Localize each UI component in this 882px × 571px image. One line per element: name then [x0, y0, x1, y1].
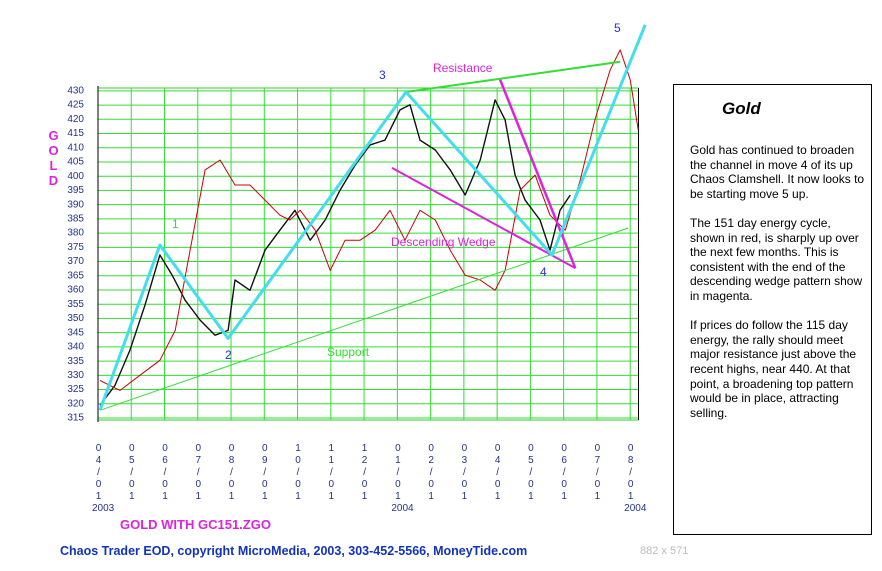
y-tick-label: 330 — [67, 370, 84, 381]
x-tick-label: 01/01 — [392, 443, 404, 503]
y-tick-label: 315 — [67, 413, 84, 424]
panel-title: Gold — [722, 99, 761, 118]
pattern-label: Resistance — [433, 61, 493, 75]
series-line — [498, 79, 577, 269]
series-line — [99, 227, 629, 411]
x-tick-label: 03/01 — [458, 443, 470, 503]
panel-text: Gold has continued to broaden the channe… — [690, 143, 865, 435]
y-tick-label: 350 — [67, 313, 84, 324]
x-tick-label: 06/01 — [558, 443, 570, 503]
y-tick-label: 355 — [67, 299, 84, 310]
footer-credit: Chaos Trader EOD, copyright MicroMedia, … — [60, 544, 528, 558]
x-tick-label: 02/01 — [425, 443, 437, 503]
paragraph: Gold has continued to broaden the channe… — [690, 143, 865, 201]
wave-label: 1 — [172, 217, 179, 231]
wave-label: 3 — [379, 68, 386, 82]
x-tick-label: 11/01 — [325, 443, 337, 503]
year-label: 2004 — [391, 503, 414, 514]
y-tick-label: 335 — [67, 356, 84, 367]
x-tick-label: 05/01 — [126, 443, 138, 503]
paragraph: If prices do follow the 115 day energy, … — [690, 318, 857, 420]
y-tick-label: 365 — [67, 270, 84, 281]
year-label: 2003 — [92, 503, 115, 514]
x-tick-label: 12/01 — [359, 443, 371, 503]
pattern-label: Support — [327, 345, 370, 359]
y-tick-label: 415 — [67, 128, 84, 139]
y-tick-label: 420 — [67, 114, 84, 125]
wave-label: 4 — [540, 265, 547, 279]
y-tick-label: 410 — [67, 142, 84, 153]
y-tick-label: 425 — [67, 100, 84, 111]
y-tick-label: 405 — [67, 157, 84, 168]
y-tick-label: 325 — [67, 384, 84, 395]
x-tick-label: 07/01 — [192, 443, 204, 503]
x-tick-label: 07/01 — [591, 443, 603, 503]
x-tick-label: 09/01 — [259, 443, 271, 503]
y-tick-label: 375 — [67, 242, 84, 253]
y-tick-label: 400 — [67, 171, 84, 182]
y-tick-label: 370 — [67, 256, 84, 267]
wave-label: 5 — [614, 21, 621, 35]
x-tick-label: 05/01 — [525, 443, 537, 503]
paragraph: The 151 day energy cycle, shown in red, … — [690, 215, 863, 303]
study-label: GOLD WITH GC151.ZGO — [120, 517, 271, 532]
y-tick-label: 380 — [67, 228, 84, 239]
series-line — [99, 99, 571, 406]
pattern-label: Descending Wedge — [391, 235, 496, 249]
x-tick-label: 04/01 — [492, 443, 504, 503]
plot-area — [97, 87, 639, 421]
y-tick-label: 345 — [67, 327, 84, 338]
y-tick-label: 430 — [67, 85, 84, 96]
y-tick-label: 395 — [67, 185, 84, 196]
x-tick-label: 08/01 — [226, 443, 238, 503]
year-label: 2004 — [624, 503, 647, 514]
x-tick-label: 08/01 — [625, 443, 637, 503]
x-tick-label: 06/01 — [159, 443, 171, 503]
y-tick-label: 390 — [67, 199, 84, 210]
commentary-panel: Gold Gold has continued to broaden the c… — [673, 84, 872, 535]
wave-label: 2 — [225, 348, 232, 362]
y-tick-label: 320 — [67, 398, 84, 409]
y-tick-label: 360 — [67, 285, 84, 296]
x-tick-label: 10/01 — [292, 443, 304, 503]
y-axis-label: GOLD — [46, 128, 61, 188]
series-line — [391, 167, 576, 269]
size-label: 882 x 571 — [640, 545, 689, 557]
y-tick-label: 340 — [67, 342, 84, 353]
series-line — [405, 60, 621, 93]
series-line — [98, 24, 647, 411]
x-tick-label: 04/01 — [93, 443, 104, 503]
y-tick-label: 385 — [67, 214, 84, 225]
